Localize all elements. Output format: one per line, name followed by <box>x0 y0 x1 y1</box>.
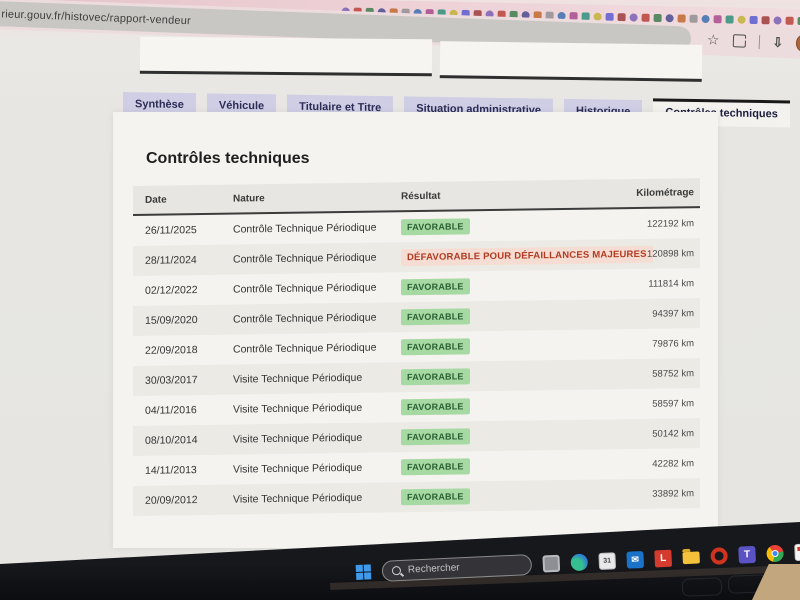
cell-nature: Visite Technique Périodique <box>233 461 363 476</box>
cell-nature: Visite Technique Périodique <box>233 491 363 506</box>
page-top-box-right <box>439 41 703 82</box>
result-badge: FAVORABLE <box>401 398 470 416</box>
cell-date: 04/11/2016 <box>145 404 197 417</box>
result-badge: FAVORABLE <box>401 308 470 326</box>
notes-app-icon[interactable] <box>794 543 800 562</box>
browser-tab-favicon[interactable] <box>749 15 758 25</box>
browser-tab-favicon[interactable] <box>653 13 662 23</box>
edge-icon[interactable] <box>570 553 589 572</box>
browser-tab-favicon[interactable] <box>629 13 638 22</box>
cell-date: 26/11/2025 <box>145 224 197 237</box>
cell-kilometrage: 120898 km <box>646 247 694 260</box>
table-body: 26/11/2025 Contrôle Technique Périodique F… <box>133 208 700 516</box>
cell-resultat: FAVORABLE <box>389 396 607 416</box>
cell-date: 28/11/2024 <box>145 254 197 267</box>
cell-kilometrage: 50142 km <box>652 427 694 440</box>
browser-tab-favicon[interactable] <box>737 15 746 24</box>
cell-resultat: FAVORABLE <box>389 216 607 236</box>
cell-kilometrage: 122192 km <box>646 217 694 230</box>
cell-date: 30/03/2017 <box>145 374 198 387</box>
cell-nature: Visite Technique Périodique <box>233 431 363 446</box>
address-bar-actions: ☆ ⇩ <box>706 30 800 54</box>
chrome-icon[interactable] <box>766 544 784 563</box>
mail-icon[interactable]: ✉ <box>626 550 645 569</box>
cell-resultat: DÉFAVORABLE POUR DÉFAILLANCES MAJEURES <box>389 245 653 266</box>
browser-tab-favicon[interactable] <box>665 14 674 23</box>
calendar-icon[interactable]: 31 <box>598 552 617 570</box>
cell-date: 15/09/2020 <box>145 314 198 327</box>
browser-tab-favicon[interactable] <box>773 16 782 25</box>
content-card: Contrôles techniques Date Nature Résulta… <box>113 112 718 548</box>
cell-nature: Contrôle Technique Périodique <box>233 251 377 266</box>
windows-start-icon[interactable] <box>355 564 372 580</box>
cell-resultat: FAVORABLE <box>389 366 607 386</box>
browser-tab-favicon[interactable] <box>677 14 686 23</box>
search-placeholder: Rechercher <box>407 562 460 576</box>
browser-tab-favicon[interactable] <box>641 13 650 22</box>
cell-kilometrage: 58752 km <box>652 367 694 380</box>
cell-nature: Contrôle Technique Périodique <box>233 311 377 326</box>
browser-tab-favicon[interactable] <box>689 14 698 23</box>
browser-tab-favicon[interactable] <box>761 16 770 25</box>
result-badge: FAVORABLE <box>401 368 470 386</box>
bookmark-star-icon[interactable]: ☆ <box>706 31 720 48</box>
cell-resultat: FAVORABLE <box>389 336 607 356</box>
opera-icon[interactable] <box>710 547 729 565</box>
result-badge: FAVORABLE <box>401 218 470 236</box>
url-text: rieur.gouv.fr/histovec/rapport-vendeur <box>1 7 192 27</box>
file-explorer-icon[interactable] <box>682 550 700 564</box>
cell-nature: Contrôle Technique Périodique <box>233 341 377 356</box>
l-app-icon[interactable]: L <box>654 549 673 568</box>
header-date: Date <box>145 194 167 206</box>
browser-tab-favicon[interactable] <box>701 14 710 24</box>
cell-kilometrage: 111814 km <box>648 277 694 290</box>
cell-resultat: FAVORABLE <box>389 276 607 296</box>
header-kilometrage: Kilométrage <box>636 186 694 199</box>
cell-nature: Contrôle Technique Périodique <box>233 281 377 296</box>
header-resultat: Résultat <box>401 190 441 202</box>
teams-icon[interactable]: T <box>738 545 756 564</box>
page-title: Contrôles techniques <box>146 150 310 167</box>
cell-kilometrage: 42282 km <box>652 457 694 470</box>
search-icon <box>391 565 402 576</box>
cell-resultat: FAVORABLE <box>389 486 607 506</box>
keyboard-key <box>681 577 723 597</box>
cell-date: 22/09/2018 <box>145 344 198 357</box>
cell-resultat: FAVORABLE <box>389 306 607 326</box>
cell-kilometrage: 58597 km <box>652 397 694 410</box>
inspections-table: Date Nature Résultat Kilométrage 26/11/2… <box>133 178 700 516</box>
result-badge: FAVORABLE <box>401 428 470 446</box>
browser-tab-favicon[interactable] <box>785 16 794 25</box>
cell-resultat: FAVORABLE <box>389 426 607 446</box>
browser-tab-favicon[interactable] <box>713 15 722 24</box>
browser-tab-favicon[interactable] <box>725 15 734 24</box>
cell-kilometrage: 94397 km <box>652 307 694 320</box>
cell-kilometrage: 79876 km <box>652 337 694 350</box>
cell-date: 08/10/2014 <box>145 434 198 447</box>
result-badge: FAVORABLE <box>401 278 470 296</box>
task-view-icon[interactable] <box>542 554 561 573</box>
result-badge: FAVORABLE <box>401 338 470 356</box>
cell-nature: Contrôle Technique Périodique <box>233 221 377 236</box>
cell-nature: Visite Technique Périodique <box>233 401 363 416</box>
cell-date: 14/11/2013 <box>145 464 197 477</box>
result-badge: FAVORABLE <box>401 458 470 476</box>
page-top-box-left <box>139 36 433 77</box>
cell-date: 20/09/2012 <box>145 494 198 507</box>
cell-nature: Visite Technique Périodique <box>233 371 363 386</box>
toolbar-divider <box>758 34 760 49</box>
profile-avatar[interactable] <box>796 33 800 54</box>
cell-kilometrage: 33892 km <box>652 487 694 500</box>
header-nature: Nature <box>233 192 265 205</box>
cell-resultat: FAVORABLE <box>389 456 607 476</box>
extension-icon[interactable] <box>732 34 746 48</box>
result-badge: FAVORABLE <box>401 488 470 506</box>
download-icon[interactable]: ⇩ <box>772 34 784 50</box>
cell-date: 02/12/2022 <box>145 284 198 297</box>
